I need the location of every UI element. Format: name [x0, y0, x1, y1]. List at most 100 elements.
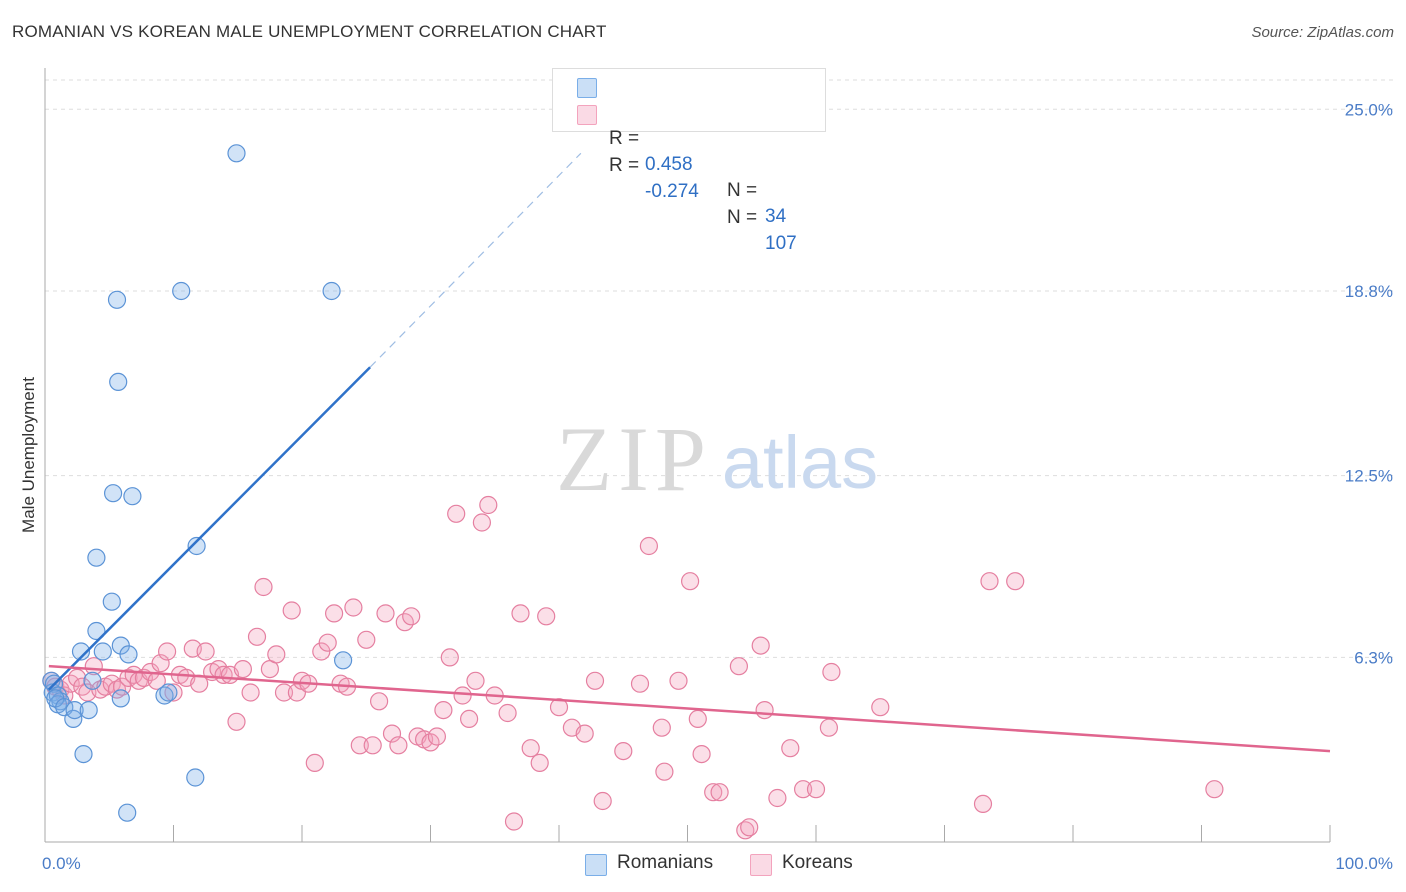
korean-point: [498, 703, 517, 723]
korean-point: [806, 780, 826, 799]
korean-point: [350, 736, 369, 755]
korean-point: [67, 668, 87, 688]
romanian-point: [65, 700, 84, 720]
korean-point: [274, 683, 294, 702]
korean-point: [389, 736, 408, 755]
korean-point: [227, 712, 246, 731]
korean-point: [630, 674, 650, 693]
legend-row-romanians: R = 0.458 N = 34: [577, 74, 786, 227]
koreans-trend-line: [48, 664, 1331, 753]
y-tick-label: 18.8%: [1345, 282, 1393, 301]
bottom-legend-swatch-romanians: [585, 854, 607, 876]
korean-point: [233, 659, 252, 679]
korean-point: [241, 683, 260, 702]
korean-point: [472, 513, 491, 532]
korean-point: [434, 700, 453, 720]
korean-point: [680, 572, 700, 591]
korean-point: [1205, 780, 1224, 799]
watermark-atlas: atlas: [722, 421, 878, 504]
korean-point: [196, 642, 215, 661]
korean-point: [704, 783, 723, 802]
korean-point: [973, 794, 993, 814]
romanian-point: [119, 645, 138, 664]
romanian-point: [123, 487, 142, 506]
korean-point: [819, 718, 839, 737]
korean-point: [119, 668, 138, 688]
y-tick-label: 6.3%: [1354, 648, 1393, 667]
korean-point: [688, 709, 707, 729]
romanians-trend-extension: [369, 152, 582, 368]
korean-point: [254, 577, 273, 597]
korean-point: [537, 607, 556, 626]
romanian-point: [118, 803, 137, 822]
korean-point: [376, 604, 395, 623]
trend-lines: [47, 152, 1331, 753]
korean-point: [692, 744, 711, 764]
romanian-point: [322, 281, 341, 301]
korean-point: [102, 674, 121, 693]
romanian-point: [159, 683, 178, 702]
tick-labels: 6.3% 12.5% 18.8% 25.0% 0.0% 100.0%: [42, 100, 1393, 873]
korean-point: [768, 788, 787, 808]
korean-point: [447, 504, 466, 523]
romanian-point: [102, 592, 121, 611]
korean-point: [504, 812, 524, 831]
legend-r-value: 0.458: [645, 154, 693, 175]
korean-point: [282, 601, 301, 620]
korean-point: [669, 671, 688, 690]
korean-point: [382, 724, 402, 743]
korean-point: [575, 724, 594, 743]
korean-point: [73, 677, 92, 696]
korean-point: [370, 692, 389, 711]
romanian-point: [187, 536, 206, 556]
korean-point: [511, 604, 530, 623]
grid-lines: [45, 79, 1395, 658]
korean-point: [357, 630, 376, 649]
y-tick-label: 12.5%: [1345, 467, 1393, 486]
korean-point: [453, 686, 472, 705]
korean-point: [344, 598, 363, 617]
korean-point: [614, 741, 633, 761]
korean-point: [781, 739, 800, 758]
axes: [44, 68, 1331, 843]
bottom-legend-label-romanians: Romanians: [617, 852, 714, 873]
korean-point: [466, 671, 485, 690]
korean-point: [460, 709, 479, 729]
romanian-point: [93, 642, 112, 661]
korean-point: [305, 753, 324, 773]
korean-point: [1006, 572, 1025, 591]
romanian-point: [172, 281, 191, 301]
korean-point: [793, 780, 813, 799]
legend-swatch-romanians: [577, 78, 597, 98]
korean-point: [363, 736, 382, 755]
romanian-point: [74, 744, 93, 764]
korean-point: [549, 698, 569, 717]
korean-point: [479, 495, 498, 515]
korean-point: [158, 642, 177, 661]
korean-point: [151, 654, 170, 673]
y-axis-title: Male Unemployment: [19, 377, 38, 533]
bottom-legend-swatch-koreans: [750, 854, 772, 876]
korean-point: [980, 572, 999, 591]
romanian-point: [107, 290, 127, 309]
correlation-legend: R = 0.458 N = 34 R = -0.274 N = 107: [552, 68, 826, 254]
legend-r-label: R =: [609, 155, 640, 176]
romanian-point: [227, 144, 246, 163]
legend-n-value: 107: [765, 233, 797, 254]
korean-point: [710, 783, 729, 802]
korean-point: [729, 657, 749, 676]
x-tick-label: 0.0%: [42, 854, 81, 873]
legend-n-value: 34: [765, 206, 787, 227]
korean-point: [655, 762, 674, 781]
korean-point: [652, 718, 671, 737]
romanians-points: [42, 144, 353, 822]
romanian-point: [87, 548, 106, 567]
romanians-trend-line: [47, 366, 371, 691]
korean-point: [267, 645, 286, 664]
romanian-point: [186, 768, 205, 787]
korean-point: [427, 727, 446, 746]
korean-point: [585, 671, 605, 690]
watermark-zip: ZIP: [556, 408, 712, 510]
korean-point: [593, 791, 612, 811]
